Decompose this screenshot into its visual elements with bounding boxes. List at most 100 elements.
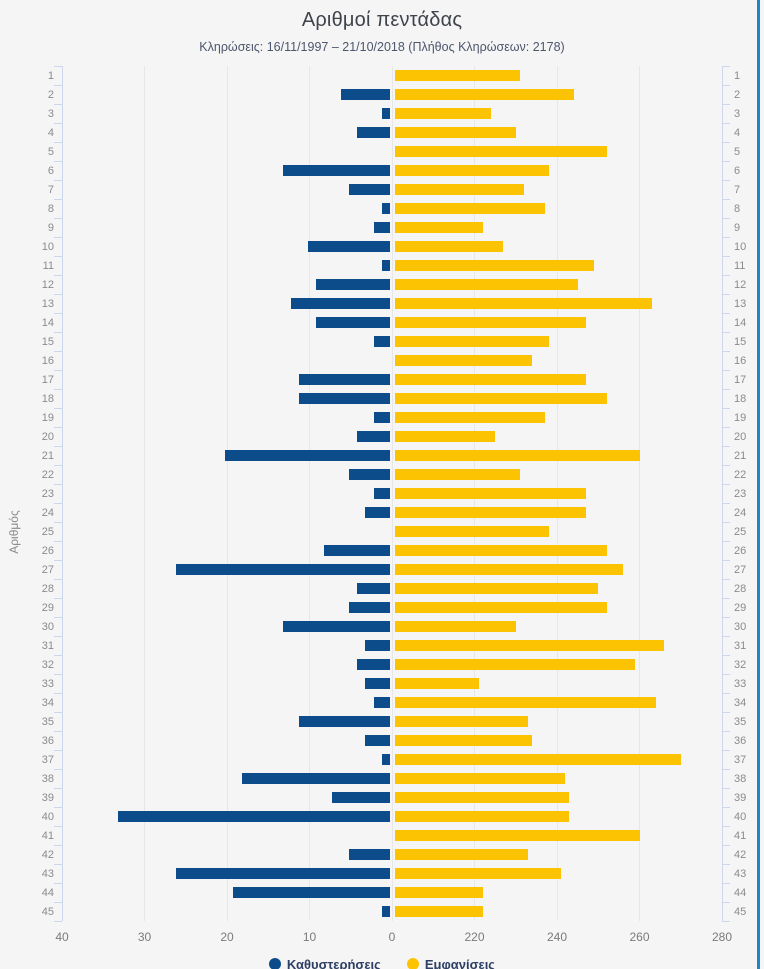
appearance-bar[interactable] <box>394 203 545 214</box>
appearance-bar[interactable] <box>394 640 665 651</box>
appearance-bar[interactable] <box>394 792 570 803</box>
row-label-right: 27 <box>734 563 747 576</box>
appearance-bar[interactable] <box>394 184 524 195</box>
y-axis-tick <box>54 635 62 637</box>
delay-bar[interactable] <box>299 716 390 727</box>
appearance-bar[interactable] <box>394 545 607 556</box>
delay-bar[interactable] <box>357 431 390 442</box>
delay-bar[interactable] <box>117 811 390 822</box>
appearance-bar[interactable] <box>394 393 607 404</box>
appearance-bar[interactable] <box>394 507 586 518</box>
delay-bar[interactable] <box>365 507 390 518</box>
appearance-bar[interactable] <box>394 374 586 385</box>
delay-bar[interactable] <box>373 697 390 708</box>
y-axis-tick <box>54 673 62 675</box>
delay-bar[interactable] <box>381 754 390 765</box>
delay-bar[interactable] <box>373 488 390 499</box>
delay-bar[interactable] <box>241 773 390 784</box>
appearance-bar[interactable] <box>394 450 640 461</box>
delay-bar[interactable] <box>225 450 390 461</box>
appearance-bar[interactable] <box>394 697 656 708</box>
row-label-left: 16 <box>41 354 54 367</box>
appearance-bar[interactable] <box>394 89 574 100</box>
appearance-bar[interactable] <box>394 621 516 632</box>
delay-bar[interactable] <box>365 678 390 689</box>
delay-bar[interactable] <box>381 906 390 917</box>
delay-bar[interactable] <box>324 545 390 556</box>
appearance-bar[interactable] <box>394 526 549 537</box>
appearance-bar[interactable] <box>394 241 504 252</box>
delay-bar[interactable] <box>348 469 390 480</box>
row-label-left: 12 <box>41 278 54 291</box>
delay-bar[interactable] <box>233 887 390 898</box>
y-axis-tick <box>54 540 62 542</box>
appearance-bar[interactable] <box>394 773 566 784</box>
delay-bar[interactable] <box>282 165 390 176</box>
appearance-bar[interactable] <box>394 830 640 841</box>
appearance-bar[interactable] <box>394 583 599 594</box>
delay-bar[interactable] <box>307 241 390 252</box>
appearance-bar[interactable] <box>394 488 586 499</box>
appearance-bar[interactable] <box>394 716 529 727</box>
delay-bar[interactable] <box>315 279 390 290</box>
delay-bar[interactable] <box>357 583 390 594</box>
appearance-bar[interactable] <box>394 811 570 822</box>
delay-bar[interactable] <box>357 659 390 670</box>
appearance-bar[interactable] <box>394 317 586 328</box>
appearance-bar[interactable] <box>394 849 529 860</box>
appearance-bar[interactable] <box>394 906 483 917</box>
row-label-right: 19 <box>734 411 747 424</box>
legend-item-appearances[interactable]: Εμφανίσεις <box>406 951 495 969</box>
y-axis-tick <box>54 388 62 390</box>
appearance-bar[interactable] <box>394 735 533 746</box>
delay-bar[interactable] <box>348 849 390 860</box>
appearance-bar[interactable] <box>394 146 607 157</box>
appearance-bar[interactable] <box>394 602 607 613</box>
appearance-bar[interactable] <box>394 355 533 366</box>
appearance-bar[interactable] <box>394 222 483 233</box>
delay-bar[interactable] <box>340 89 390 100</box>
delay-bar[interactable] <box>381 260 390 271</box>
appearance-bar[interactable] <box>394 564 623 575</box>
appearance-bar[interactable] <box>394 659 636 670</box>
delay-bar[interactable] <box>175 564 390 575</box>
appearance-bar[interactable] <box>394 678 479 689</box>
y-axis-tick <box>722 920 730 922</box>
appearance-bar[interactable] <box>394 70 520 81</box>
y-axis-tick <box>722 160 730 162</box>
appearance-bar[interactable] <box>394 868 562 879</box>
delay-bar[interactable] <box>373 412 390 423</box>
appearance-bar[interactable] <box>394 108 491 119</box>
delay-bar[interactable] <box>291 298 390 309</box>
delay-bar[interactable] <box>373 336 390 347</box>
appearance-bar[interactable] <box>394 431 496 442</box>
delay-bar[interactable] <box>315 317 390 328</box>
appearance-bar[interactable] <box>394 298 652 309</box>
appearance-bar[interactable] <box>394 412 545 423</box>
delay-bar[interactable] <box>373 222 390 233</box>
delay-bar[interactable] <box>381 108 390 119</box>
appearance-bar[interactable] <box>394 127 516 138</box>
delay-bar[interactable] <box>365 735 390 746</box>
appearance-bar[interactable] <box>394 887 483 898</box>
delay-bar[interactable] <box>357 127 390 138</box>
appearance-bar[interactable] <box>394 165 549 176</box>
delay-bar[interactable] <box>282 621 390 632</box>
appearance-bar[interactable] <box>394 279 578 290</box>
row-label-right: 2 <box>734 88 741 101</box>
delay-bar[interactable] <box>348 184 390 195</box>
delay-bar[interactable] <box>175 868 390 879</box>
appearance-bar[interactable] <box>394 260 595 271</box>
y-axis-tick <box>54 901 62 903</box>
legend-item-delays[interactable]: Καθυστερήσεις <box>268 951 381 969</box>
appearance-bar[interactable] <box>394 469 520 480</box>
delay-bar[interactable] <box>299 374 390 385</box>
delay-bar[interactable] <box>381 203 390 214</box>
row-label-left: 18 <box>41 392 54 405</box>
delay-bar[interactable] <box>348 602 390 613</box>
delay-bar[interactable] <box>332 792 390 803</box>
appearance-bar[interactable] <box>394 754 681 765</box>
appearance-bar[interactable] <box>394 336 549 347</box>
delay-bar[interactable] <box>299 393 390 404</box>
delay-bar[interactable] <box>365 640 390 651</box>
